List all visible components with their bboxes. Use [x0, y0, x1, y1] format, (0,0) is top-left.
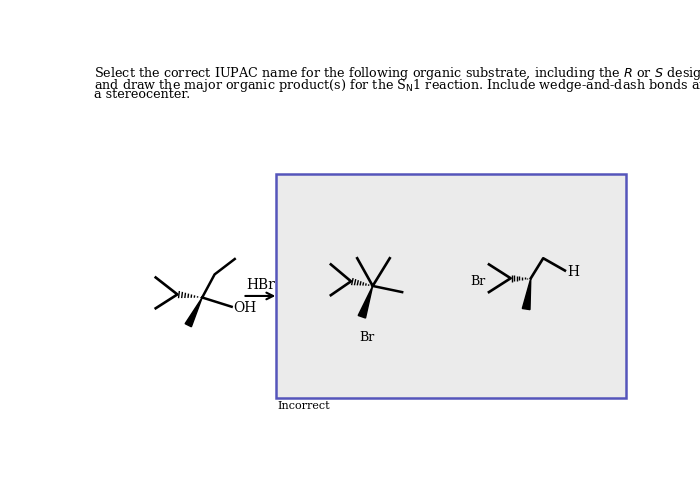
Text: Incorrect: Incorrect [277, 401, 330, 412]
Text: and draw the major organic product(s) for the S$_\mathrm{N}$1 reaction. Include : and draw the major organic product(s) fo… [94, 76, 700, 94]
Text: H: H [567, 265, 579, 279]
Text: Br: Br [470, 275, 486, 288]
Polygon shape [522, 278, 531, 310]
Polygon shape [185, 297, 202, 327]
Text: HBr: HBr [246, 278, 275, 292]
Bar [276, 174, 626, 397]
Polygon shape [358, 286, 372, 318]
Text: OH: OH [233, 301, 256, 315]
Text: a stereocenter.: a stereocenter. [94, 88, 190, 101]
Text: Select the correct IUPAC name for the following organic substrate, including the: Select the correct IUPAC name for the fo… [94, 65, 700, 82]
Text: Br: Br [359, 331, 374, 343]
